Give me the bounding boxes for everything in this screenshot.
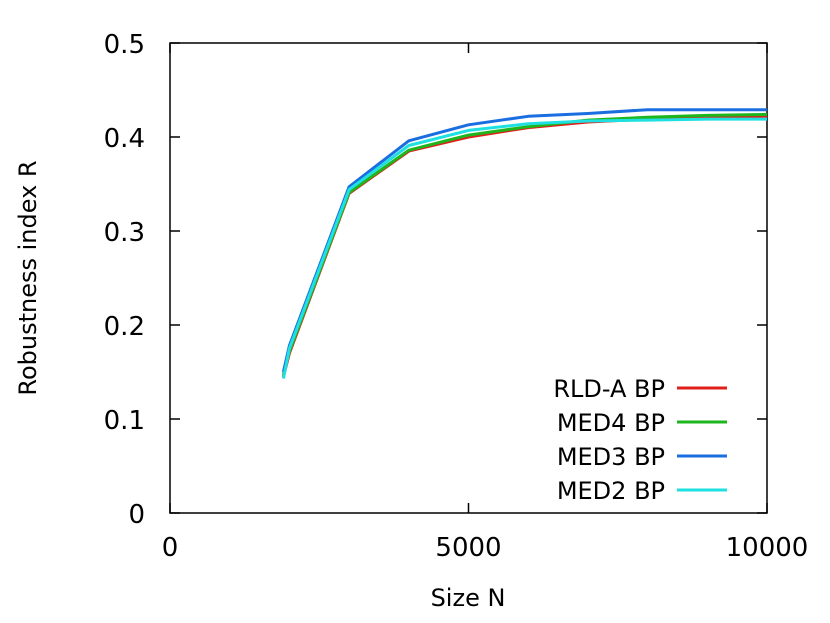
series-line-med3-bp <box>281 108 767 373</box>
legend-label: MED4 BP <box>557 409 665 437</box>
x-tick-label: 10000 <box>726 533 809 563</box>
y-tick-label: 0.3 <box>104 218 145 248</box>
x-tick-label: 5000 <box>435 533 501 563</box>
legend: RLD-A BP MED4 BP MED3 BP MED2 BP <box>553 375 727 505</box>
legend-label: RLD-A BP <box>553 375 665 403</box>
series-line-med2-bp <box>281 117 767 379</box>
x-tick-label: 0 <box>162 533 179 563</box>
series-line-rld-a-bp <box>281 114 768 378</box>
y-tick-label: 0.4 <box>104 124 145 154</box>
y-axis-label: Robustness index R <box>14 160 42 395</box>
series-line-med4-bp <box>281 112 768 376</box>
axis-ticks <box>169 42 768 514</box>
legend-label: MED2 BP <box>557 477 665 505</box>
series-lines <box>281 108 768 379</box>
y-tick-label: 0.2 <box>104 312 145 342</box>
tick-labels: 0 5000 10000 0 0.1 0.2 0.3 0.4 0.5 <box>104 30 809 563</box>
y-tick-label: 0.1 <box>104 406 145 436</box>
y-tick-label: 0 <box>128 500 145 530</box>
plot-frame <box>169 42 768 514</box>
y-tick-label: 0.5 <box>104 30 145 60</box>
legend-label: MED3 BP <box>557 443 665 471</box>
x-axis-label: Size N <box>431 584 506 612</box>
